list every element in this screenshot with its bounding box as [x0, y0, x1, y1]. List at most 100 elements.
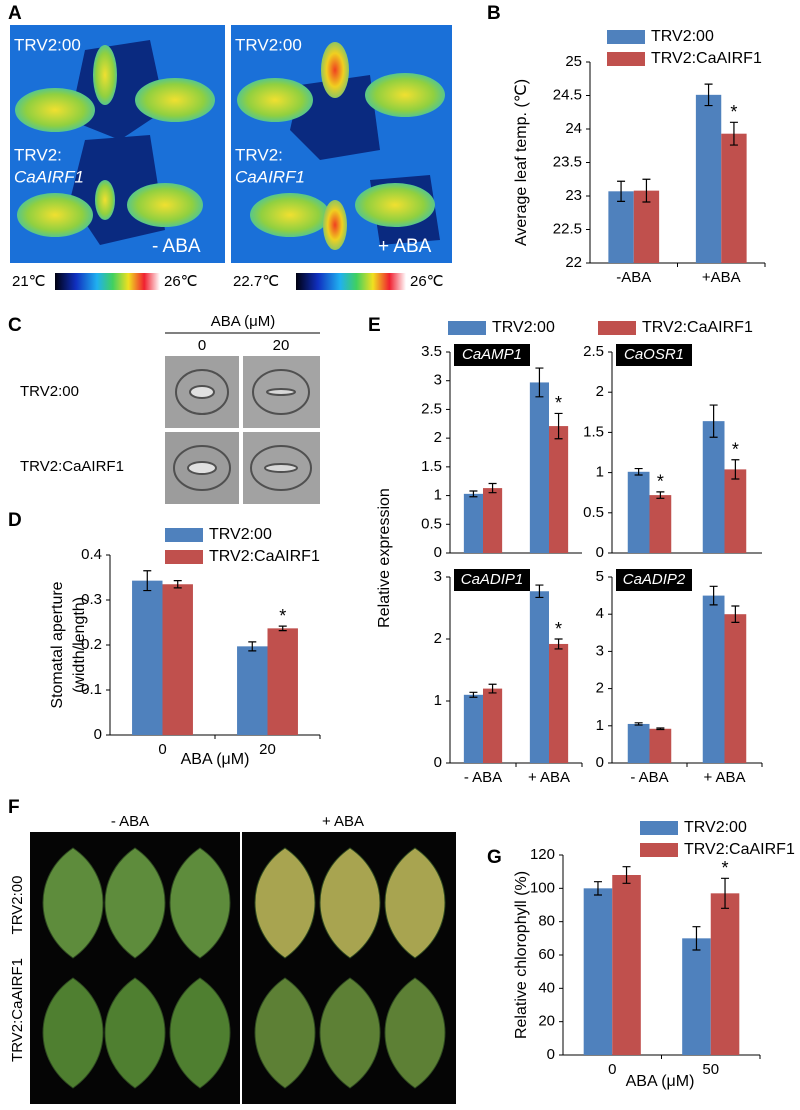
bar: [529, 591, 549, 763]
error-bar: [278, 625, 287, 632]
legend-swatch: [165, 528, 203, 542]
error-bar: [469, 691, 478, 698]
x-tick-label: 0: [608, 1061, 616, 1078]
error-bar: [488, 482, 497, 494]
image-label: TRV2:00: [14, 35, 81, 54]
bar: [649, 495, 672, 553]
y-tick-label: 2: [596, 680, 604, 697]
bar: [463, 694, 483, 763]
y-tick-label: 1: [434, 487, 442, 504]
column-label: 20: [273, 337, 290, 354]
bar: [724, 469, 747, 553]
y-tick-label: 3: [596, 642, 604, 659]
y-tick-label: 25: [565, 53, 582, 70]
significance: *: [730, 102, 737, 122]
y-tick-label: 4: [596, 605, 604, 622]
bar: [549, 643, 569, 763]
leaf: [319, 847, 381, 959]
title-box: [616, 344, 692, 366]
x-tick-label: + ABA: [703, 769, 745, 786]
error-bar: [634, 467, 643, 476]
treatment-label: - ABA: [152, 236, 201, 257]
bar: [583, 888, 613, 1055]
panel-label: C: [8, 315, 22, 336]
column-label: - ABA: [111, 813, 149, 830]
leaf: [384, 977, 446, 1089]
scale-label: 26℃: [164, 273, 198, 290]
y-tick-label: 40: [538, 979, 555, 996]
significance: *: [279, 606, 286, 626]
bar: [724, 614, 747, 763]
error-bar: [554, 638, 563, 650]
panel-label: A: [8, 3, 22, 24]
y-tick-label: 60: [538, 946, 555, 963]
y-tick-label: 23: [565, 187, 582, 204]
x-tick-label: -ABA: [616, 269, 651, 286]
image-label: CaAIRF1: [235, 167, 305, 186]
bar: [649, 728, 672, 763]
leaf: [169, 977, 231, 1089]
x-axis-label: ABA (μM): [626, 1073, 695, 1090]
panel-label: G: [487, 847, 502, 868]
bar: [162, 584, 193, 735]
legend-label: TRV2:CaAIRF1: [209, 548, 320, 565]
x-tick-label: 50: [702, 1061, 719, 1078]
y-tick-label: 0.2: [81, 636, 102, 653]
error-bar: [634, 722, 643, 726]
panel-label: B: [487, 3, 501, 24]
x-tick-label: +ABA: [702, 269, 741, 286]
legend-label: TRV2:00: [492, 319, 555, 336]
bar: [702, 421, 725, 553]
x-tick-label: - ABA: [630, 769, 668, 786]
y-tick-label: 24: [565, 120, 582, 137]
y-tick-label: 1: [596, 717, 604, 734]
leaf: [384, 847, 446, 959]
y-axis-label: Relative chlorophyll (%): [513, 871, 530, 1039]
y-tick-label: 1: [596, 464, 604, 481]
y-tick-label: 2.5: [421, 400, 442, 417]
leaf: [104, 847, 166, 959]
legend-swatch: [607, 30, 645, 44]
subplot-title: CaOSR1: [624, 346, 684, 363]
y-tick-label: 3: [434, 372, 442, 389]
legend-label: TRV2:CaAIRF1: [651, 50, 762, 67]
bar: [267, 628, 298, 735]
error-bar: [692, 926, 701, 951]
image-label: TRV2:: [14, 145, 62, 164]
image-label: CaAIRF1: [14, 167, 84, 186]
leaf: [104, 977, 166, 1089]
y-tick-label: 23.5: [553, 153, 582, 170]
micrographs: [165, 356, 320, 504]
legend-label: TRV2:CaAIRF1: [684, 841, 795, 858]
panel-label: F: [8, 797, 20, 818]
y-tick-label: 100: [530, 879, 555, 896]
y-tick-label: 0: [434, 544, 442, 561]
y-tick-label: 80: [538, 913, 555, 930]
scale-label: 26℃: [410, 273, 444, 290]
y-tick-label: 1: [434, 692, 442, 709]
x-tick-label: + ABA: [528, 769, 570, 786]
bar: [612, 875, 641, 1055]
y-tick-label: 24.5: [553, 86, 582, 103]
bar: [608, 191, 634, 263]
bar: [721, 133, 747, 263]
legend-swatch: [640, 843, 678, 857]
error-bar: [709, 585, 718, 606]
subplot-title: CaADIP2: [623, 571, 686, 588]
bar: [237, 646, 268, 735]
subplot-title: CaADIP1: [461, 571, 524, 588]
y-tick-label: 1.5: [583, 423, 604, 440]
color-scale: [296, 273, 406, 290]
y-axis-label: Stomatal aperture: [49, 581, 66, 708]
legend-label: TRV2:00: [684, 819, 747, 836]
thermal-image: TRV2:00 TRV2: CaAIRF1 + ABA: [231, 25, 452, 263]
legend-swatch: [607, 52, 645, 66]
y-tick-label: 22.5: [553, 220, 582, 237]
legend-label: TRV2:00: [209, 526, 272, 543]
leaf: [254, 977, 316, 1089]
error-bar: [554, 412, 563, 440]
legend-swatch: [640, 821, 678, 835]
y-axis-label: (width/length): [71, 597, 88, 693]
y-tick-label: 22: [565, 254, 582, 271]
